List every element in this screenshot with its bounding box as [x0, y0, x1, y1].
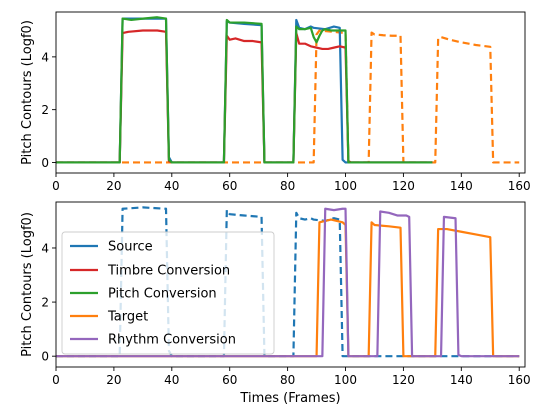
legend-label: Pitch Conversion — [108, 287, 217, 302]
bottom-x-ticks: 0 20 40 60 80 100 120 140 160 — [52, 367, 531, 387]
y-tick-label: 4 — [41, 50, 49, 64]
series-line-target — [56, 29, 520, 164]
bottom-series-layer — [56, 206, 520, 358]
legend: Source Timbre Conversion Pitch Conversio… — [61, 231, 275, 355]
y-tick-label: 0 — [41, 350, 49, 364]
legend-entry-timbre-conversion: Timbre Conversion — [70, 264, 230, 279]
x-tick-label: 0 — [52, 179, 60, 193]
x-tick-label: 140 — [450, 373, 473, 387]
x-tick-label: 20 — [106, 373, 121, 387]
legend-label: Target — [107, 310, 148, 325]
legend-label: Timbre Conversion — [107, 264, 230, 279]
legend-entry-target: Target — [70, 310, 148, 325]
x-tick-label: 40 — [164, 373, 179, 387]
legend-entry-source: Source — [70, 240, 153, 255]
bottom-y-ticks: 0 2 4 — [41, 241, 56, 364]
y-tick-label: 0 — [41, 156, 49, 170]
top-plot-frame — [55, 11, 526, 174]
x-tick-label: 60 — [222, 179, 237, 193]
top-series-layer — [56, 16, 520, 164]
series-line-target — [56, 218, 520, 358]
legend-entry-rhythm-conversion: Rhythm Conversion — [70, 333, 236, 348]
bottom-plot-frame — [55, 201, 526, 368]
bottom-y-axis-label: Pitch Contours (Logf0) — [20, 212, 35, 357]
top-y-axis-label: Pitch Contours (Logf0) — [20, 20, 35, 165]
x-tick-label: 120 — [392, 179, 415, 193]
series-line-source — [56, 206, 520, 358]
y-tick-label: 2 — [41, 103, 49, 117]
x-tick-label: 160 — [508, 179, 531, 193]
x-tick-label: 0 — [52, 373, 60, 387]
x-tick-label: 80 — [280, 373, 295, 387]
x-tick-label: 100 — [334, 179, 357, 193]
x-tick-label: 140 — [450, 179, 473, 193]
x-tick-label: 160 — [508, 373, 531, 387]
x-axis-label: Times (Frames) — [239, 391, 340, 406]
x-tick-label: 20 — [106, 179, 121, 193]
series-line-rhythm-conversion — [56, 207, 520, 358]
x-tick-label: 100 — [334, 373, 357, 387]
legend-label: Source — [108, 240, 153, 255]
x-tick-label: 80 — [280, 179, 295, 193]
top-x-ticks: 0 20 40 60 80 100 120 140 160 — [52, 173, 531, 193]
bottom-panel: 0 20 40 60 80 100 120 140 160 0 2 4 Pitch Contours… — [20, 201, 531, 406]
series-line-pitch-conversion — [56, 16, 433, 164]
x-tick-label: 120 — [392, 373, 415, 387]
legend-entry-pitch-conversion: Pitch Conversion — [70, 287, 217, 302]
y-tick-label: 4 — [41, 241, 49, 255]
top-y-ticks: 0 2 4 — [41, 50, 56, 170]
top-panel: 0 20 40 60 80 100 120 140 160 0 2 4 Pitch Contours… — [20, 11, 531, 193]
legend-box — [61, 231, 275, 355]
y-tick-label: 2 — [41, 296, 49, 310]
legend-label: Rhythm Conversion — [108, 333, 236, 348]
x-tick-label: 60 — [222, 373, 237, 387]
x-tick-label: 40 — [164, 179, 179, 193]
